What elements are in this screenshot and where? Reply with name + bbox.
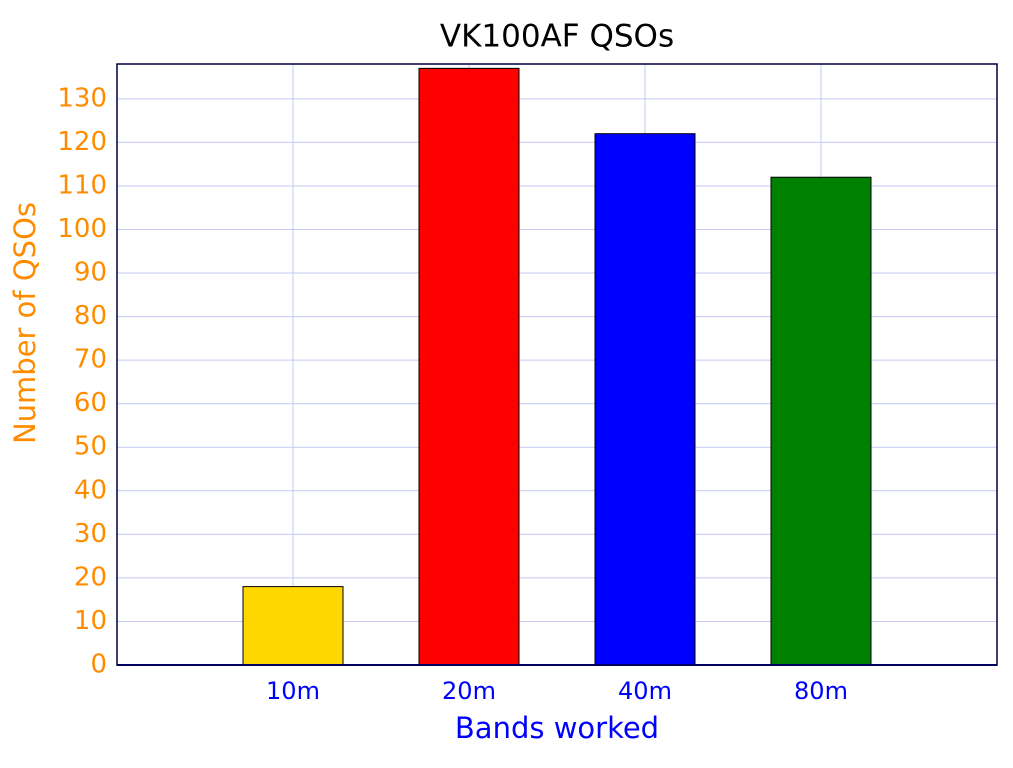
y-tick-label: 50 [74,432,107,462]
y-tick-label: 70 [74,345,107,375]
x-tick-label: 80m [794,677,848,705]
y-tick-label: 0 [90,650,107,680]
chart-title: VK100AF QSOs [440,19,674,55]
y-tick-label: 80 [74,301,107,331]
y-tick-label: 30 [74,519,107,549]
y-tick-label: 110 [57,170,107,200]
x-tick-label: 20m [442,677,496,705]
y-tick-label: 10 [74,606,107,636]
y-tick-label: 120 [57,127,107,157]
x-tick-label: 40m [618,677,672,705]
x-tick-label: 10m [266,677,320,705]
bar [242,586,344,666]
y-tick-label: 40 [74,475,107,505]
y-axis-label: Number of QSOs [8,202,42,444]
y-tick-label: 90 [74,258,107,288]
y-tick-label: 20 [74,562,107,592]
bar [770,176,872,666]
bar [418,67,520,666]
x-axis-label: Bands worked [455,711,659,745]
y-tick-label: 60 [74,388,107,418]
y-tick-label: 130 [57,83,107,113]
bar [594,133,696,666]
y-tick-label: 100 [57,214,107,244]
